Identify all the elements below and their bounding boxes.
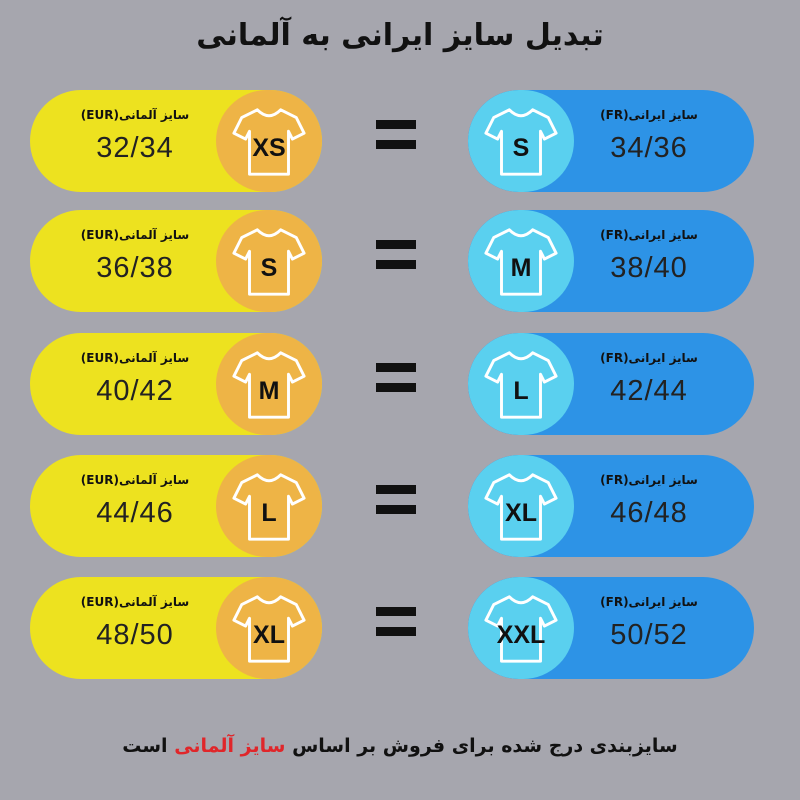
t-shirt-icon <box>484 228 558 296</box>
equals-sign <box>376 607 416 647</box>
iranian-size-pill: L سایز ایرانی(FR) 42/44 <box>468 333 754 435</box>
t-shirt-icon <box>484 595 558 663</box>
iranian-size-value: 46/48 <box>610 497 688 529</box>
german-size-letter: XL <box>253 620 285 649</box>
german-size-value: 44/46 <box>96 497 174 529</box>
equals-sign <box>376 363 416 403</box>
german-size-badge: XS <box>216 90 322 192</box>
german-size-label: سایز آلمانی(EUR) <box>80 351 190 365</box>
t-shirt-icon <box>232 228 306 296</box>
iranian-size-value: 38/40 <box>610 252 688 284</box>
page-title: تبدیل سایز ایرانی به آلمانی <box>196 18 604 53</box>
iranian-size-value: 42/44 <box>610 375 688 407</box>
german-size-value: 36/38 <box>96 252 174 284</box>
t-shirt-icon <box>232 108 306 176</box>
german-size-pill: سایز آلمانی(EUR) 32/34 XS <box>30 90 322 192</box>
iranian-size-badge: XL <box>468 455 574 557</box>
german-size-label: سایز آلمانی(EUR) <box>80 595 190 609</box>
t-shirt-icon <box>484 473 558 541</box>
german-size-pill: سایز آلمانی(EUR) 36/38 S <box>30 210 322 312</box>
german-size-value: 40/42 <box>96 375 174 407</box>
german-size-letter: L <box>261 498 277 527</box>
german-size-label: سایز آلمانی(EUR) <box>80 228 190 242</box>
iranian-size-value: 50/52 <box>610 619 688 651</box>
size-row: سایز آلمانی(EUR) 44/46 L XL سایز ایرانی(… <box>0 455 800 557</box>
iranian-size-value: 34/36 <box>610 132 688 164</box>
t-shirt-icon <box>232 473 306 541</box>
t-shirt-icon <box>232 595 306 663</box>
german-size-pill: سایز آلمانی(EUR) 48/50 XL <box>30 577 322 679</box>
size-row: سایز آلمانی(EUR) 48/50 XL XXL سایز ایران… <box>0 577 800 679</box>
german-size-badge: XL <box>216 577 322 679</box>
size-row: سایز آلمانی(EUR) 36/38 S M سایز ایرانی(F… <box>0 210 800 312</box>
german-size-letter: M <box>258 376 280 405</box>
german-size-pill: سایز آلمانی(EUR) 40/42 M <box>30 333 322 435</box>
iranian-size-label: سایز ایرانی(FR) <box>600 351 698 365</box>
footer-text-end: است <box>122 735 175 757</box>
equals-sign <box>376 240 416 280</box>
iranian-size-pill: XL سایز ایرانی(FR) 46/48 <box>468 455 754 557</box>
german-size-letter: XS <box>252 133 286 162</box>
iranian-size-badge: L <box>468 333 574 435</box>
size-row: سایز آلمانی(EUR) 40/42 M L سایز ایرانی(F… <box>0 333 800 435</box>
iranian-size-label: سایز ایرانی(FR) <box>600 595 698 609</box>
german-size-label: سایز آلمانی(EUR) <box>80 108 190 122</box>
t-shirt-icon <box>484 108 558 176</box>
t-shirt-icon <box>232 351 306 419</box>
iranian-size-letter: S <box>512 133 530 162</box>
iranian-size-letter: XXL <box>496 620 546 649</box>
german-size-badge: S <box>216 210 322 312</box>
iranian-size-badge: M <box>468 210 574 312</box>
german-size-letter: S <box>260 253 278 282</box>
equals-sign <box>376 485 416 525</box>
equals-sign <box>376 120 416 160</box>
iranian-size-letter: M <box>510 253 532 282</box>
iranian-size-label: سایز ایرانی(FR) <box>600 228 698 242</box>
german-size-label: سایز آلمانی(EUR) <box>80 473 190 487</box>
footer-note: سایزبندی درج شده برای فروش بر اساس سایز … <box>0 735 800 757</box>
t-shirt-icon <box>484 351 558 419</box>
iranian-size-letter: L <box>513 376 529 405</box>
iranian-size-pill: XXL سایز ایرانی(FR) 50/52 <box>468 577 754 679</box>
german-size-badge: M <box>216 333 322 435</box>
iranian-size-label: سایز ایرانی(FR) <box>600 108 698 122</box>
iranian-size-pill: M سایز ایرانی(FR) 38/40 <box>468 210 754 312</box>
german-size-value: 48/50 <box>96 619 174 651</box>
german-size-value: 32/34 <box>96 132 174 164</box>
german-size-pill: سایز آلمانی(EUR) 44/46 L <box>30 455 322 557</box>
iranian-size-label: سایز ایرانی(FR) <box>600 473 698 487</box>
footer-highlight: سایز آلمانی <box>174 735 286 757</box>
iranian-size-letter: XL <box>505 498 537 527</box>
german-size-badge: L <box>216 455 322 557</box>
footer-text: سایزبندی درج شده برای فروش بر اساس <box>285 735 678 757</box>
iranian-size-pill: S سایز ایرانی(FR) 34/36 <box>468 90 754 192</box>
iranian-size-badge: S <box>468 90 574 192</box>
iranian-size-badge: XXL <box>468 577 574 679</box>
size-row: سایز آلمانی(EUR) 32/34 XS S سایز ایرانی(… <box>0 90 800 192</box>
